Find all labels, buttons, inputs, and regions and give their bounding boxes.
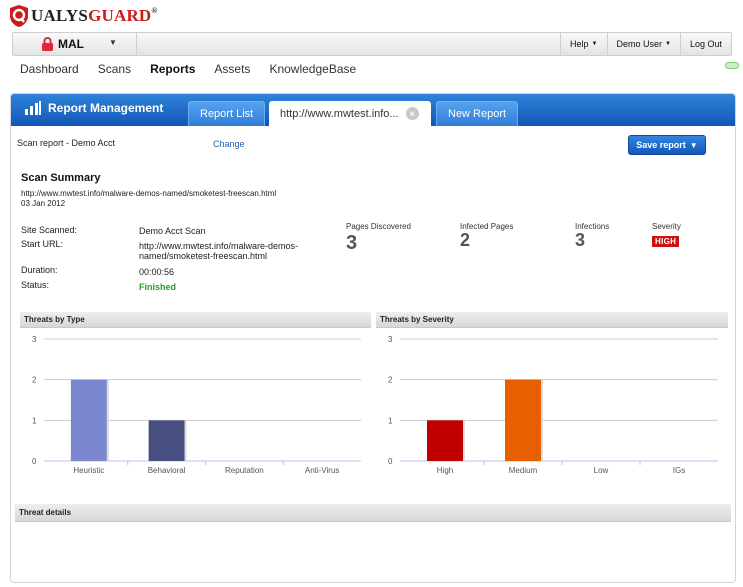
bar-shadow: [184, 420, 187, 461]
panel-title-text: Report Management: [48, 101, 164, 115]
nav-assets[interactable]: Assets: [214, 62, 251, 76]
threats-by-type-chart: 0 1 2 3 Heuristic Behavioral Reputation Anti-Vi…: [32, 335, 361, 475]
y-tick-label: 0: [388, 457, 393, 466]
top-links: Help ▼ Demo User ▼ Log Out: [560, 33, 731, 55]
logo-registered: ®: [151, 6, 158, 15]
x-tick-label: Behavioral: [148, 466, 186, 475]
nav-scans[interactable]: Scans: [97, 62, 132, 76]
qualysguard-logo: UALYSGUARD®: [8, 4, 158, 28]
tab-report-list[interactable]: Report List: [188, 101, 266, 126]
tab-new-report-label: New Report: [448, 108, 507, 120]
bar-shadow: [463, 420, 465, 461]
bar[interactable]: [505, 379, 541, 461]
user-label: Demo User: [616, 39, 663, 49]
y-tick-label: 3: [388, 335, 393, 344]
y-tick-label: 2: [32, 376, 37, 385]
logo-wordmark: UALYSGUARD®: [31, 6, 158, 26]
x-tick-label: Low: [594, 466, 609, 475]
scan-summary-date: 03 Jan 2012: [21, 199, 66, 208]
chevron-down-icon: ▼: [109, 38, 117, 47]
tab-new-report[interactable]: New Report: [436, 101, 519, 126]
subscription-selector[interactable]: MAL ▼: [13, 33, 137, 55]
logout-label: Log Out: [689, 39, 722, 49]
x-tick-label: Medium: [509, 466, 538, 475]
x-tick-label: Heuristic: [73, 466, 104, 475]
logo-text-guard: GUARD: [88, 6, 152, 25]
logo-bar: UALYSGUARD®: [0, 0, 743, 32]
infected-pages-value: 2: [460, 230, 471, 250]
status-indicator: [725, 62, 739, 69]
bar[interactable]: [70, 379, 107, 461]
chevron-down-icon: ▼: [689, 140, 698, 150]
user-menu[interactable]: Demo User ▼: [606, 33, 680, 55]
bar-shadow: [106, 379, 109, 461]
start-url-value: http://www.mwtest.info/malware-demos-nam…: [139, 241, 339, 261]
main-nav: Dashboard Scans Reports Assets Knowledge…: [20, 62, 356, 76]
start-url-label: Start URL:: [21, 239, 64, 249]
duration-label: Duration:: [21, 265, 58, 275]
pages-discovered-label: Pages Discovered: [346, 222, 411, 231]
top-toolbar: MAL ▼ Help ▼ Demo User ▼ Log Out: [12, 32, 732, 56]
bar-chart-icon: [25, 101, 41, 115]
scan-summary-url: http://www.mwtest.info/malware-demos-nam…: [21, 189, 277, 198]
save-report-label: Save report: [636, 140, 686, 150]
site-scanned-value: Demo Acct Scan: [139, 226, 206, 236]
report-management-panel: Report Management Report List http://www…: [10, 93, 736, 583]
x-tick-label: Anti-Virus: [305, 466, 340, 475]
save-report-button[interactable]: Save report ▼: [628, 135, 706, 155]
pages-discovered-value: 3: [346, 232, 358, 254]
nav-knowledgebase[interactable]: KnowledgeBase: [269, 62, 357, 76]
duration-value: 00:00:56: [139, 267, 175, 277]
severity-label: Severity: [652, 222, 681, 231]
site-scanned-label: Site Scanned:: [21, 225, 78, 235]
severity-badge: HIGH: [652, 236, 680, 247]
chevron-down-icon: ▼: [591, 41, 598, 47]
infections-label: Infections: [575, 222, 610, 231]
chevron-down-icon: ▼: [665, 41, 671, 47]
x-tick-label: Reputation: [225, 466, 264, 475]
status-value: Finished: [139, 282, 177, 292]
nav-reports[interactable]: Reports: [150, 62, 196, 76]
nav-dashboard[interactable]: Dashboard: [20, 62, 79, 76]
bar[interactable]: [148, 420, 185, 461]
threats-by-severity-header: Threats by Severity: [376, 312, 728, 328]
report-label: Scan report - Demo Acct: [17, 138, 116, 148]
logout-link[interactable]: Log Out: [679, 33, 731, 55]
help-menu[interactable]: Help ▼: [560, 33, 606, 55]
threats-by-severity-chart: 0 1 2 3 High Medium Low IGs: [388, 335, 718, 475]
status-label: Status:: [21, 280, 50, 290]
close-icon[interactable]: ×: [405, 107, 419, 120]
y-tick-label: 1: [388, 416, 393, 425]
threats-by-type-header: Threats by Type: [20, 312, 371, 328]
x-tick-label: IGs: [673, 466, 685, 475]
tab-current-label: http://www.mwtest.info...: [280, 107, 399, 120]
start-url-line-1: http://www.mwtest.info/malware-demos-: [139, 241, 299, 251]
change-link[interactable]: Change: [213, 139, 245, 149]
scan-summary-title: Scan Summary: [21, 172, 101, 184]
x-tick-label: High: [437, 466, 453, 475]
infected-pages-label: Infected Pages: [460, 222, 514, 231]
panel-title: Report Management: [24, 101, 163, 115]
y-tick-label: 2: [388, 376, 393, 385]
infections-value: 3: [575, 230, 586, 250]
help-label: Help: [570, 39, 589, 49]
threat-details-header: Threat details: [15, 504, 731, 522]
tab-current-report[interactable]: http://www.mwtest.info... ×: [269, 101, 431, 126]
y-tick-label: 0: [32, 457, 37, 466]
start-url-line-2: named/smoketest-freescan.html: [139, 251, 268, 261]
y-tick-label: 1: [32, 416, 37, 425]
logo-text-ualys: UALYS: [31, 6, 89, 25]
bar[interactable]: [427, 420, 463, 461]
bar-shadow: [541, 379, 543, 461]
lock-icon: [42, 37, 53, 51]
subscription-label: MAL: [58, 37, 84, 51]
tab-report-list-label: Report List: [200, 108, 254, 120]
shield-logo-icon: [10, 5, 28, 27]
y-tick-label: 3: [32, 335, 37, 344]
panel-header: Report Management Report List http://www…: [11, 94, 735, 126]
